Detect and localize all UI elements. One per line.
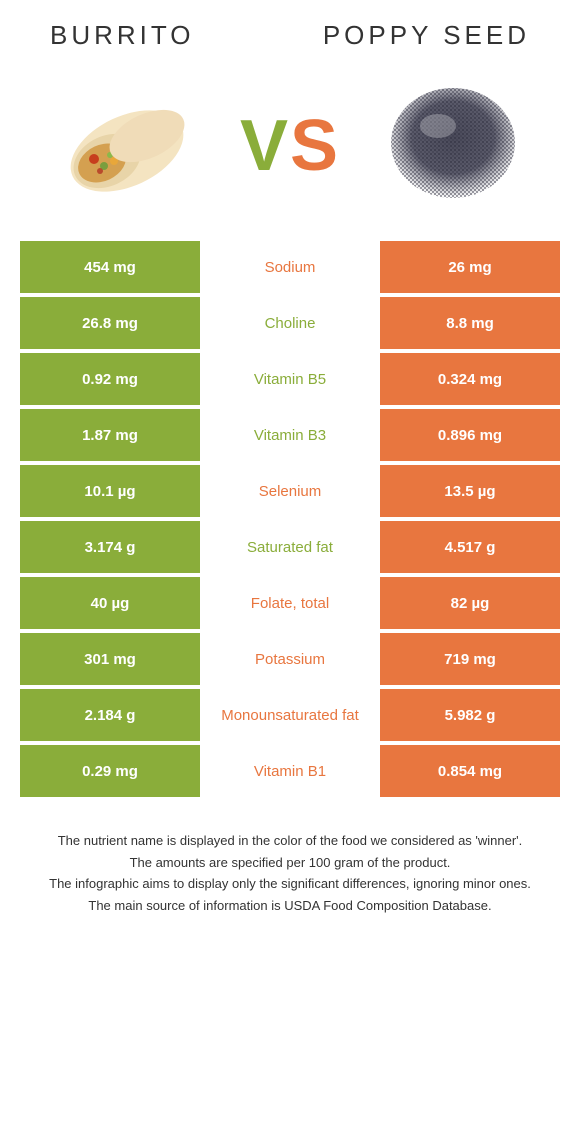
nutrient-label: Vitamin B5: [200, 353, 380, 405]
footer-line: The main source of information is USDA F…: [40, 896, 540, 916]
value-right: 719 mg: [380, 633, 560, 685]
vs-v: V: [240, 106, 290, 186]
value-left: 0.29 mg: [20, 745, 200, 797]
value-right: 0.854 mg: [380, 745, 560, 797]
table-row: 26.8 mgCholine8.8 mg: [20, 297, 560, 349]
value-right: 26 mg: [380, 241, 560, 293]
vs-label: VS: [240, 105, 340, 187]
table-row: 40 µgFolate, total82 µg: [20, 577, 560, 629]
value-left: 301 mg: [20, 633, 200, 685]
title-right: Poppy seed: [323, 20, 530, 51]
table-row: 1.87 mgVitamin B30.896 mg: [20, 409, 560, 461]
table-row: 0.92 mgVitamin B50.324 mg: [20, 353, 560, 405]
value-right: 13.5 µg: [380, 465, 560, 517]
nutrient-label: Selenium: [200, 465, 380, 517]
poppy-icon: [378, 81, 528, 211]
value-left: 3.174 g: [20, 521, 200, 573]
nutrient-label: Monounsaturated fat: [200, 689, 380, 741]
nutrient-label: Choline: [200, 297, 380, 349]
burrito-icon: [52, 91, 202, 201]
table-row: 2.184 gMonounsaturated fat5.982 g: [20, 689, 560, 741]
poppy-image: [373, 81, 533, 211]
vs-s: S: [290, 106, 340, 186]
value-right: 0.324 mg: [380, 353, 560, 405]
comparison-table: 454 mgSodium26 mg26.8 mgCholine8.8 mg0.9…: [20, 241, 560, 797]
table-row: 10.1 µgSelenium13.5 µg: [20, 465, 560, 517]
nutrient-label: Potassium: [200, 633, 380, 685]
value-right: 8.8 mg: [380, 297, 560, 349]
value-left: 2.184 g: [20, 689, 200, 741]
footer-line: The infographic aims to display only the…: [40, 874, 540, 894]
burrito-image: [47, 81, 207, 211]
nutrient-label: Vitamin B1: [200, 745, 380, 797]
footer-notes: The nutrient name is displayed in the co…: [20, 801, 560, 937]
value-left: 40 µg: [20, 577, 200, 629]
value-right: 4.517 g: [380, 521, 560, 573]
value-right: 0.896 mg: [380, 409, 560, 461]
table-row: 3.174 gSaturated fat4.517 g: [20, 521, 560, 573]
footer-line: The amounts are specified per 100 gram o…: [40, 853, 540, 873]
title-left: Burrito: [50, 20, 195, 51]
footer-line: The nutrient name is displayed in the co…: [40, 831, 540, 851]
images-row: VS: [20, 61, 560, 241]
titles-row: Burrito Poppy seed: [20, 0, 560, 61]
value-left: 454 mg: [20, 241, 200, 293]
nutrient-label: Sodium: [200, 241, 380, 293]
value-left: 10.1 µg: [20, 465, 200, 517]
value-left: 26.8 mg: [20, 297, 200, 349]
infographic-container: Burrito Poppy seed VS: [0, 0, 580, 937]
nutrient-label: Vitamin B3: [200, 409, 380, 461]
table-row: 301 mgPotassium719 mg: [20, 633, 560, 685]
value-left: 1.87 mg: [20, 409, 200, 461]
table-row: 454 mgSodium26 mg: [20, 241, 560, 293]
value-right: 82 µg: [380, 577, 560, 629]
value-left: 0.92 mg: [20, 353, 200, 405]
value-right: 5.982 g: [380, 689, 560, 741]
table-row: 0.29 mgVitamin B10.854 mg: [20, 745, 560, 797]
nutrient-label: Saturated fat: [200, 521, 380, 573]
nutrient-label: Folate, total: [200, 577, 380, 629]
